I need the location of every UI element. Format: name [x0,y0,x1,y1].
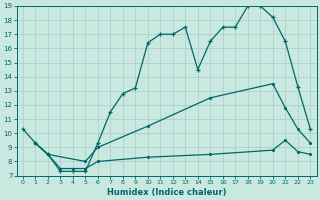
X-axis label: Humidex (Indice chaleur): Humidex (Indice chaleur) [107,188,226,197]
